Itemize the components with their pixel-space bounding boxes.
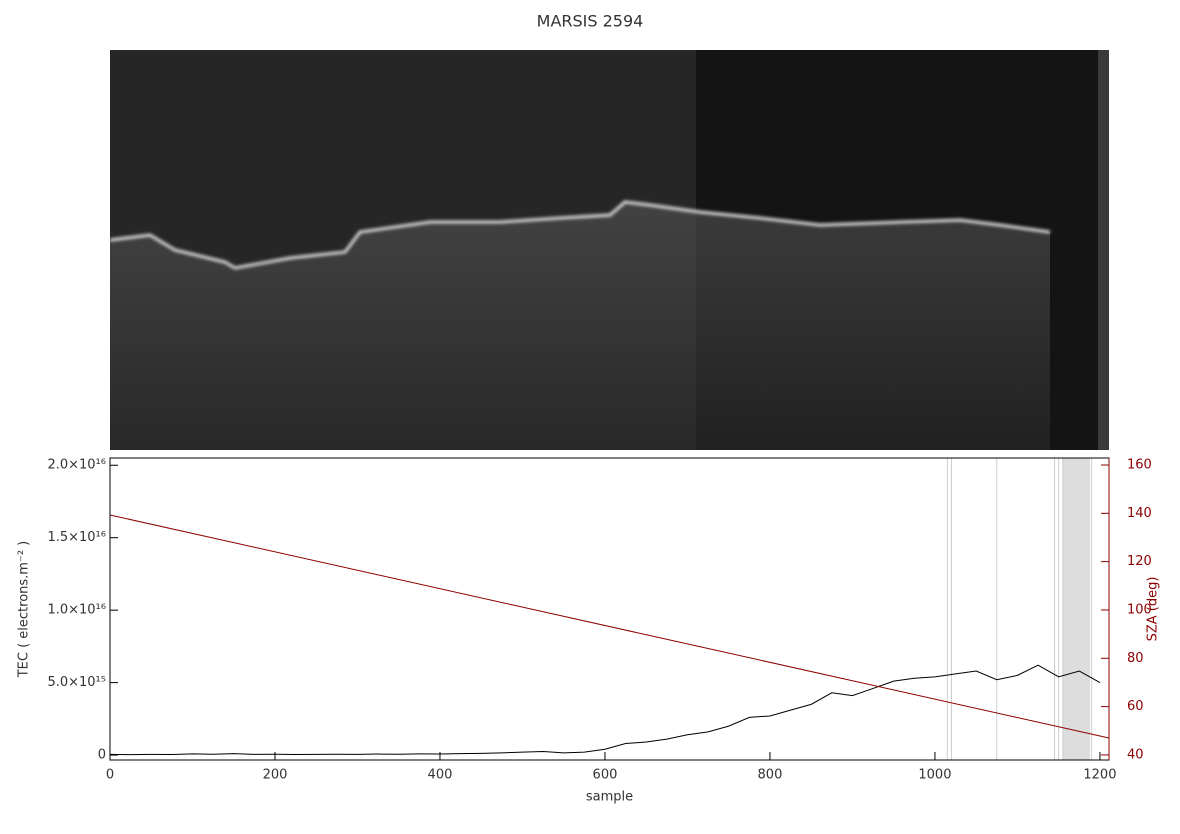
y-tick-label: 5.0×10¹⁵ bbox=[47, 675, 106, 690]
y2-tick-label: 80 bbox=[1127, 651, 1144, 666]
plot-frame bbox=[109, 457, 1110, 761]
y2-axis-label: SZA (deg) bbox=[1146, 577, 1161, 642]
x-tick-label: 1200 bbox=[1083, 768, 1116, 783]
y-axis-label: TEC ( electrons.m⁻² ) bbox=[17, 541, 32, 679]
plot-area: 0 200 400 600 800 1000 1200 0 5.0×10¹⁵ 1.0×10¹⁶ 1.… bbox=[17, 457, 1161, 805]
y2-tick-label: 120 bbox=[1127, 554, 1152, 569]
radargram bbox=[109, 50, 1109, 450]
x-axis-label: sample bbox=[586, 790, 633, 805]
x-tick-label: 0 bbox=[106, 768, 114, 783]
y-tick-label: 2.0×10¹⁶ bbox=[47, 458, 106, 473]
y2-tick-label: 100 bbox=[1127, 602, 1152, 617]
y-tick-label: 0 bbox=[98, 748, 106, 763]
y2-tick-label: 160 bbox=[1127, 458, 1152, 473]
x-tick-label: 600 bbox=[593, 768, 618, 783]
x-tick-label: 400 bbox=[428, 768, 453, 783]
y2-tick-label: 140 bbox=[1127, 506, 1152, 521]
y-tick-label: 1.0×10¹⁶ bbox=[47, 603, 106, 618]
y-tick-label: 1.5×10¹⁶ bbox=[47, 530, 106, 545]
line-sza bbox=[109, 514, 1110, 739]
y2-tick-label: 40 bbox=[1127, 747, 1144, 762]
x-tick-label: 1000 bbox=[918, 768, 951, 783]
highlight-span bbox=[1062, 458, 1091, 760]
x-tick-label: 200 bbox=[263, 768, 288, 783]
y2-tick-label: 60 bbox=[1127, 699, 1144, 714]
x-tick-label: 800 bbox=[758, 768, 783, 783]
chart-title: MARSIS 2594 bbox=[537, 12, 644, 31]
